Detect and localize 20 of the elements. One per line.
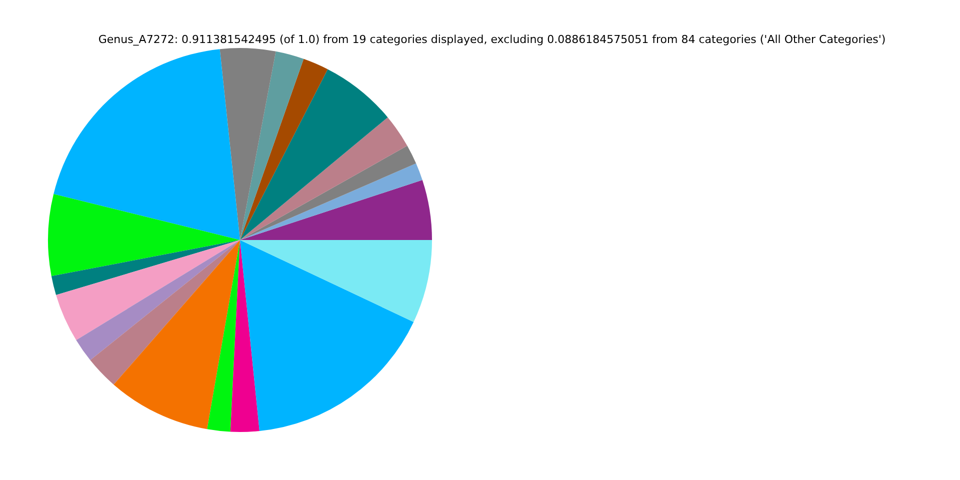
pie-slice	[240, 117, 408, 240]
pie-slice	[240, 69, 388, 240]
pie-slice	[240, 51, 304, 240]
pie-slice	[48, 194, 240, 276]
pie-slice	[240, 240, 414, 432]
pie-slice	[207, 240, 240, 432]
pie-slice	[56, 240, 240, 340]
pie-slice	[240, 180, 432, 240]
pie-slice	[230, 240, 260, 432]
pie-slice	[240, 163, 422, 240]
pie-slice	[54, 49, 240, 240]
pie-slice	[240, 146, 416, 240]
pie-slice	[51, 240, 240, 295]
text: Genus_A7272: 0.911381542495 (of 1.0) from 19 categories displayed, excluding 0.0886184575051 from 84 categories ('All Other Categories')	[98, 33, 886, 46]
pie-slice	[114, 240, 240, 430]
pie-slice	[240, 58, 328, 240]
pie-slice	[240, 240, 432, 322]
pie-slice	[76, 240, 240, 360]
pie-slice	[220, 48, 276, 240]
pie-slice	[90, 240, 240, 385]
